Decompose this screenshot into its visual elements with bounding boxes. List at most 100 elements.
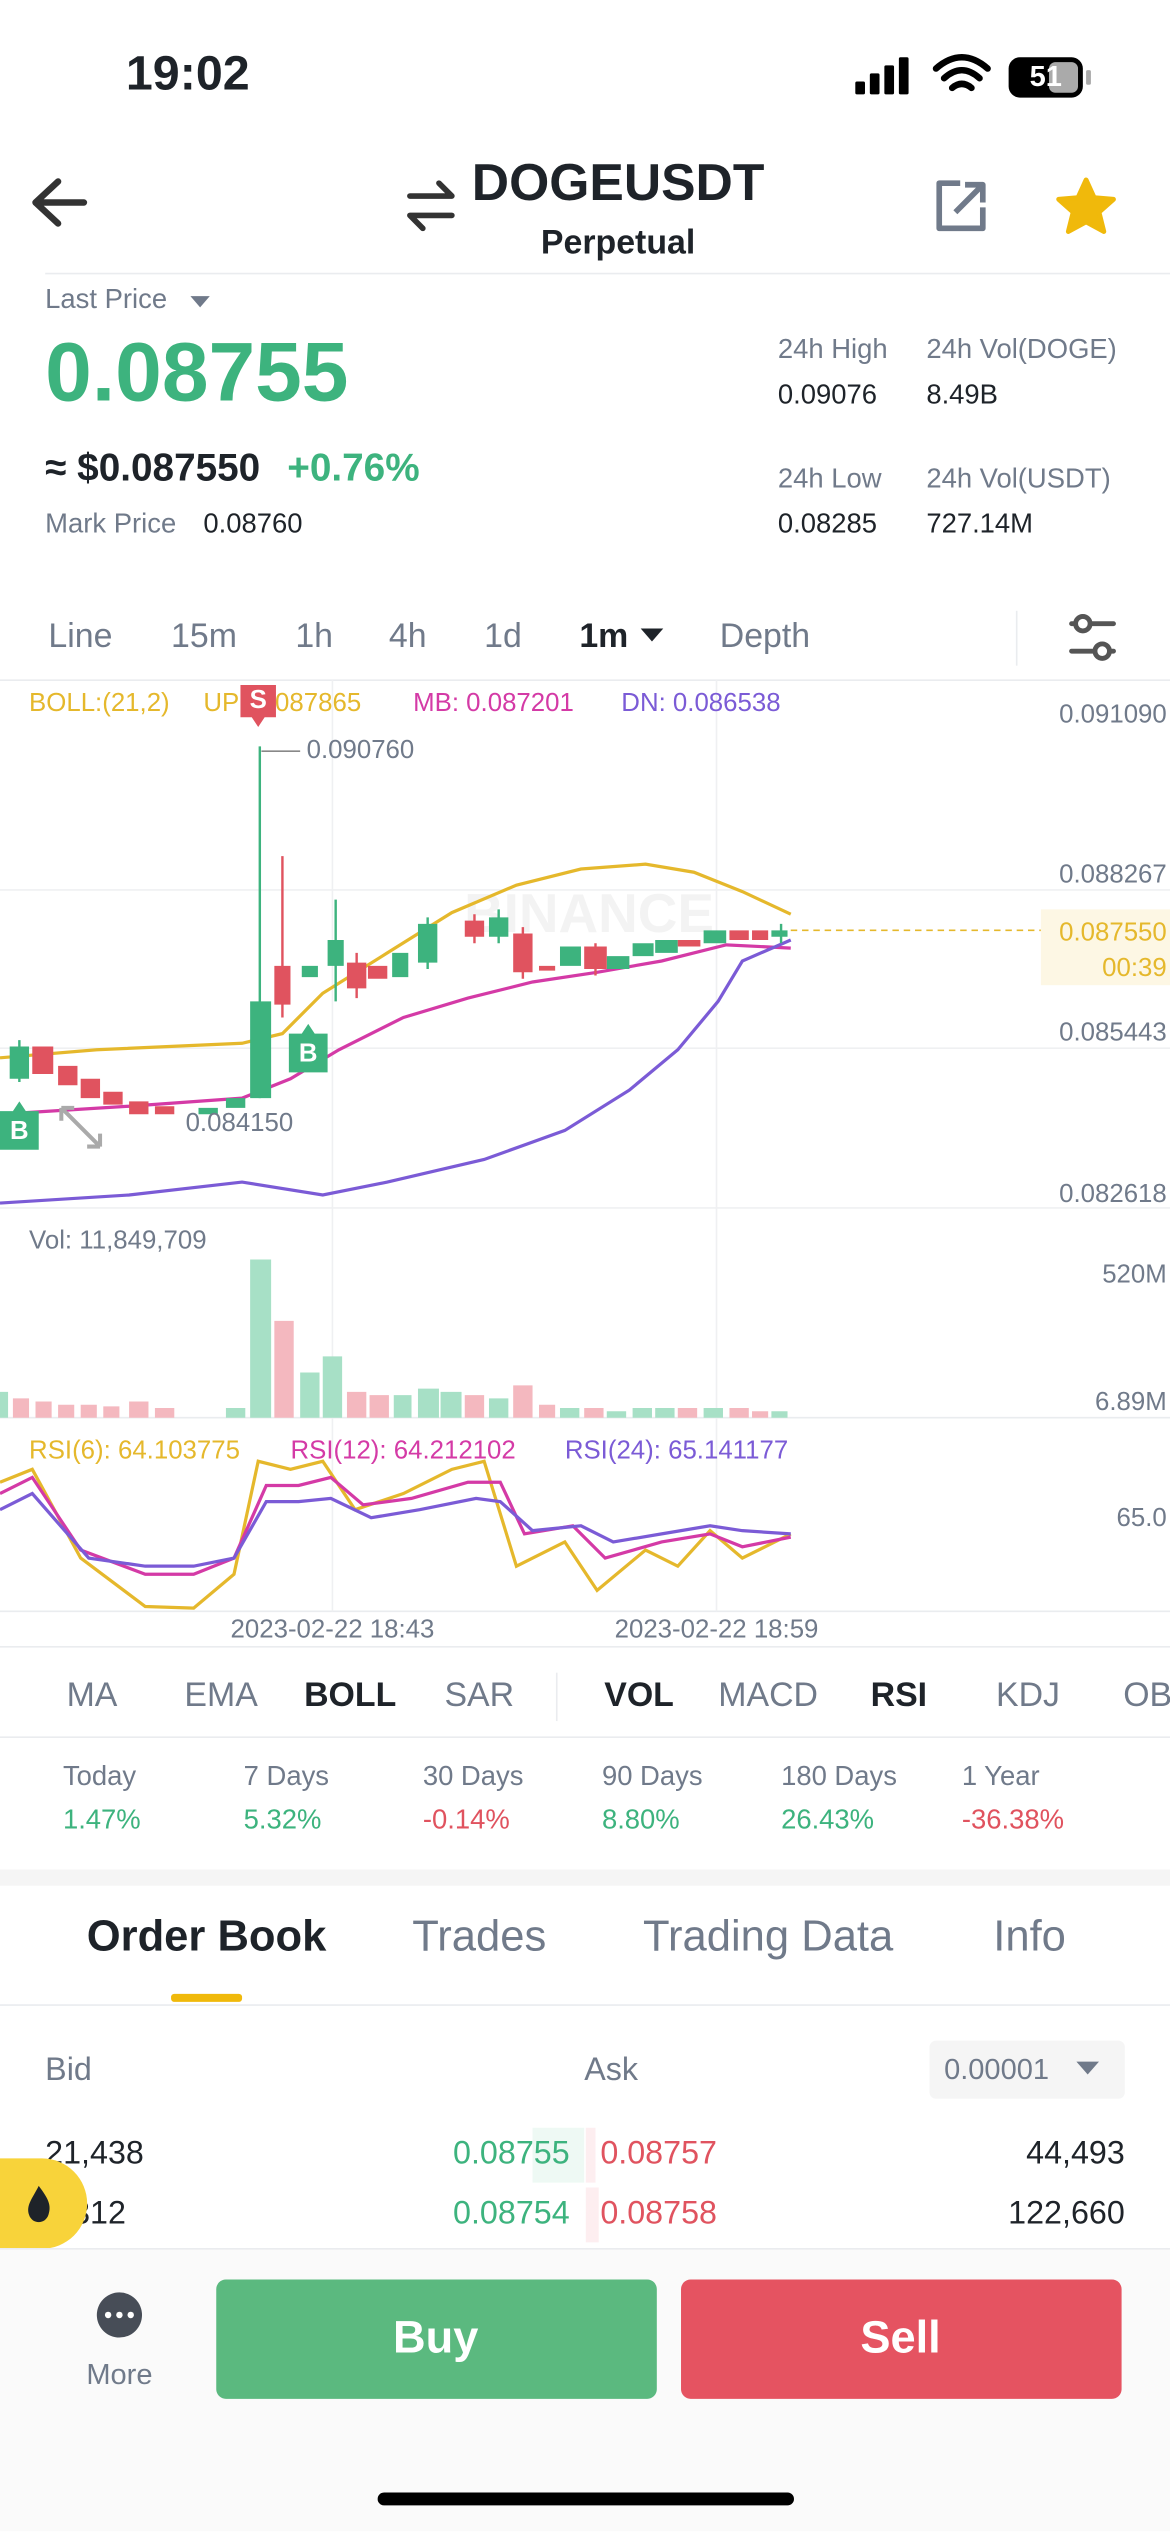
rsi12-legend: RSI(12): 64.212102 bbox=[290, 1436, 515, 1464]
tab-indicator bbox=[171, 1993, 243, 2002]
precision-select[interactable] bbox=[929, 2040, 1125, 2099]
chart-settings-button[interactable] bbox=[1069, 614, 1116, 661]
stat-label: 24h Low bbox=[778, 462, 882, 493]
sell-button[interactable] bbox=[681, 2279, 1122, 2399]
more-dot bbox=[116, 2311, 123, 2319]
interval-tab[interactable]: 1h bbox=[295, 617, 333, 655]
interval-tab[interactable]: Line bbox=[48, 617, 112, 655]
indicator-tab[interactable]: OB bbox=[1123, 1676, 1170, 1714]
buy-label[interactable]: Buy bbox=[393, 2312, 478, 2363]
slider-knob bbox=[1092, 641, 1112, 661]
bid-price: 0.08755 bbox=[453, 2135, 570, 2171]
dropdown-arrow bbox=[640, 628, 664, 642]
performance-value: -36.38% bbox=[962, 1803, 1064, 1834]
current-price-label: 0.087550 bbox=[1059, 918, 1167, 946]
indicator-tab[interactable]: EMA bbox=[184, 1676, 258, 1714]
signal-bar bbox=[898, 57, 909, 95]
battery-empty bbox=[1048, 62, 1079, 93]
countdown-label: 00:39 bbox=[1102, 954, 1167, 982]
boll-lower bbox=[0, 938, 792, 1205]
indicator-tab[interactable]: MACD bbox=[718, 1676, 818, 1714]
interval-tab-active[interactable]: 1m bbox=[579, 617, 628, 655]
section-tab-active[interactable]: Order Book bbox=[87, 1912, 327, 1960]
boll-dn-legend: DN: 0.086538 bbox=[621, 689, 780, 717]
mark-price: 0.08760 bbox=[203, 508, 302, 539]
price-axis-label: 0.088267 bbox=[1059, 860, 1167, 888]
indicator-tab-active[interactable]: BOLL bbox=[304, 1676, 396, 1714]
volume-legend: Vol: 11,849,709 bbox=[29, 1227, 206, 1255]
performance-label: Today bbox=[63, 1760, 136, 1791]
performance-label: 1 Year bbox=[962, 1760, 1040, 1791]
time-axis-label: 2023-02-22 18:43 bbox=[231, 1616, 435, 1644]
boll-middle bbox=[0, 943, 791, 1116]
rsi6-legend: RSI(6): 64.103775 bbox=[29, 1436, 240, 1464]
interval-tab[interactable]: Depth bbox=[720, 617, 810, 655]
buy-marker-label: B bbox=[299, 1039, 318, 1067]
stat-value: 0.09076 bbox=[778, 378, 877, 409]
usd-price: ≈ $0.087550 bbox=[45, 447, 260, 490]
section-gap bbox=[0, 1869, 1170, 1886]
volume-axis-label: 520M bbox=[1102, 1261, 1167, 1289]
interval-tab[interactable]: 1d bbox=[484, 617, 522, 655]
performance-value: 26.43% bbox=[781, 1803, 874, 1834]
buy-marker bbox=[288, 1023, 328, 1073]
volume-axis-label: 6.89M bbox=[1095, 1388, 1167, 1416]
stat-value: 8.49B bbox=[926, 378, 998, 409]
ask-header: Ask bbox=[584, 2051, 639, 2087]
ask-depth bbox=[585, 2127, 596, 2183]
indicator-tab[interactable]: MA bbox=[67, 1676, 118, 1714]
interval-tab[interactable]: 4h bbox=[389, 617, 427, 655]
interval-tab[interactable]: 15m bbox=[171, 617, 237, 655]
more-dot bbox=[127, 2311, 134, 2319]
signal-bar bbox=[884, 65, 895, 95]
bid-price: 0.08754 bbox=[453, 2194, 570, 2230]
bid-header: Bid bbox=[45, 2051, 92, 2087]
rsi-axis-label: 65.0 bbox=[1117, 1504, 1167, 1532]
candles-up bbox=[9, 917, 788, 1115]
boll-upper bbox=[0, 862, 792, 1060]
mark-price-label: Mark Price bbox=[45, 508, 176, 539]
share-button[interactable] bbox=[936, 180, 986, 232]
indicator-tab[interactable]: SAR bbox=[444, 1676, 514, 1714]
stat-label: 24h Vol(USDT) bbox=[926, 462, 1110, 493]
stat-label: 24h Vol(DOGE) bbox=[926, 333, 1117, 364]
time-axis-label: 2023-02-22 18:59 bbox=[615, 1616, 819, 1644]
signal-bar bbox=[855, 81, 865, 95]
performance-value: 5.32% bbox=[244, 1803, 322, 1834]
precision-value: 0.00001 bbox=[944, 2054, 1049, 2086]
rsi12-line bbox=[0, 1475, 792, 1576]
battery-level: 51 bbox=[1030, 61, 1062, 93]
section-tab[interactable]: Trades bbox=[412, 1912, 546, 1960]
ask-quantity: 44,493 bbox=[1026, 2135, 1125, 2171]
more-label[interactable]: More bbox=[86, 2359, 152, 2391]
status-time: 19:02 bbox=[126, 46, 250, 100]
section-tab[interactable]: Info bbox=[993, 1912, 1066, 1960]
swap-icon[interactable] bbox=[407, 180, 455, 232]
signal-icon bbox=[855, 57, 909, 95]
stat-value: 0.08285 bbox=[778, 508, 877, 539]
rsi6-line bbox=[0, 1459, 792, 1610]
floating-icon bbox=[28, 2185, 50, 2223]
back-button[interactable] bbox=[32, 178, 88, 227]
fullscreen-button[interactable] bbox=[59, 1105, 103, 1149]
chart-grid bbox=[0, 680, 1170, 1613]
rsi24-legend: RSI(24): 65.141177 bbox=[565, 1436, 788, 1464]
last-price-label[interactable]: Last Price bbox=[45, 283, 167, 314]
volume-bars-up bbox=[0, 1259, 788, 1418]
section-tab[interactable]: Trading Data bbox=[643, 1912, 894, 1960]
high-label: 0.090760 bbox=[307, 736, 415, 764]
indicator-tab-active[interactable]: RSI bbox=[871, 1676, 927, 1714]
sell-label[interactable]: Sell bbox=[860, 2312, 940, 2363]
stat-label: 24h High bbox=[778, 333, 888, 364]
indicator-tab-active[interactable]: VOL bbox=[604, 1676, 674, 1714]
signal-bar bbox=[869, 73, 880, 95]
performance-label: 90 Days bbox=[602, 1760, 703, 1791]
contract-type: Perpetual bbox=[541, 223, 695, 261]
buy-button[interactable] bbox=[216, 2279, 657, 2399]
indicator-tab[interactable]: KDJ bbox=[996, 1676, 1060, 1714]
current-price-box bbox=[1040, 909, 1170, 986]
favorite-star[interactable] bbox=[1056, 177, 1116, 234]
symbol-title: DOGEUSDT bbox=[472, 153, 765, 211]
